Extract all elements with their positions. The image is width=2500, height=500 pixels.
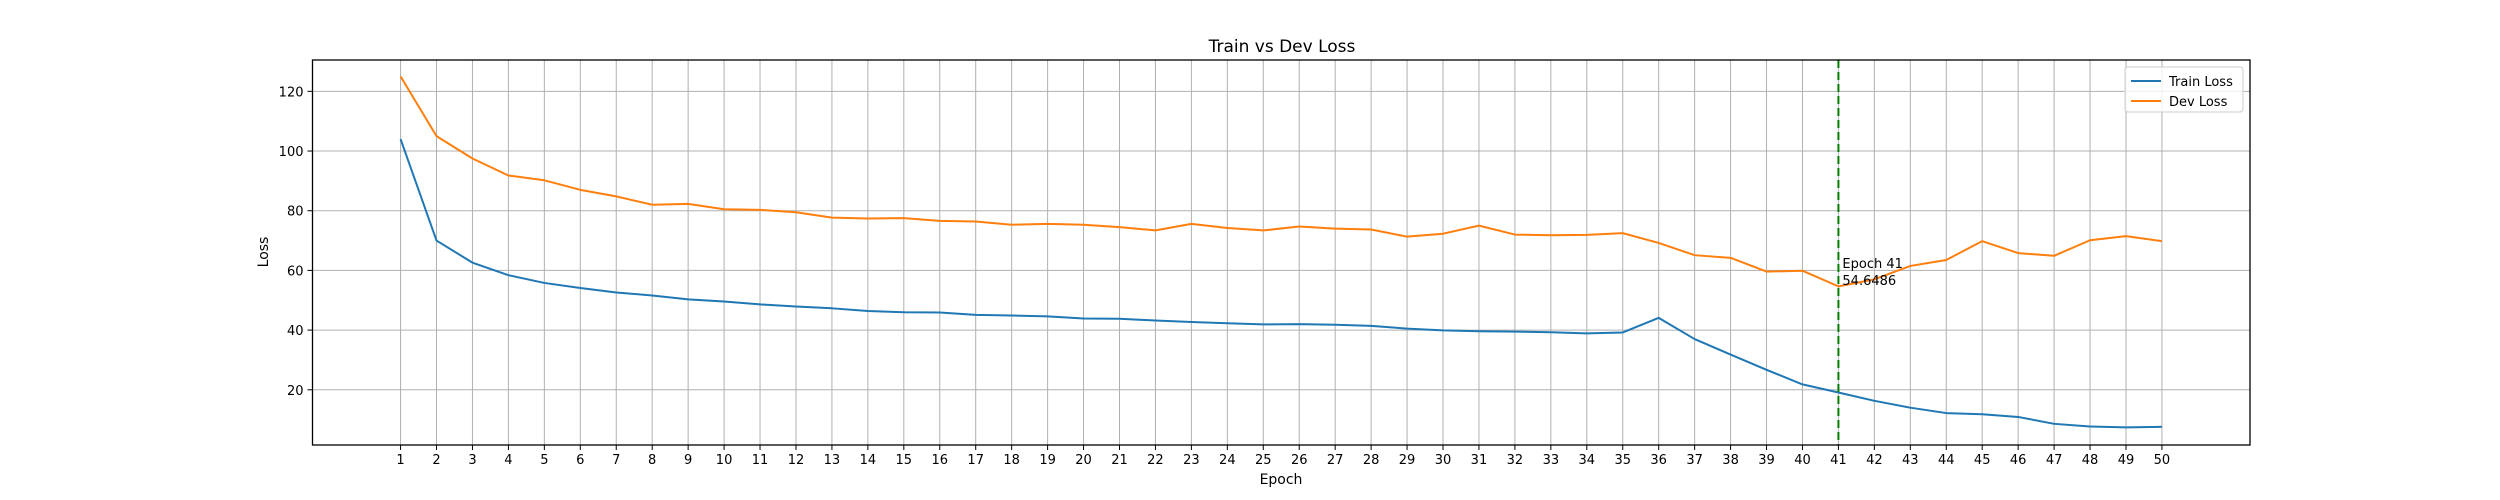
x-tick-label: 16: [931, 453, 948, 468]
train-loss-line: [399, 138, 2162, 429]
x-tick-label: 22: [1147, 453, 1164, 468]
x-tick-label: 24: [1219, 453, 1236, 468]
x-tick-label: 4: [504, 453, 512, 468]
x-tick-label: 43: [1902, 453, 1919, 468]
dev-loss-line: [399, 75, 2163, 288]
best-epoch-value: 54.6486: [1842, 274, 1896, 289]
x-tick-label: 29: [1399, 453, 1416, 468]
x-tick-label: 18: [1003, 453, 1020, 468]
x-tick-label: 40: [1794, 453, 1811, 468]
x-tick-label: 17: [967, 453, 984, 468]
x-tick-label: 26: [1291, 453, 1308, 468]
series-lines: [399, 75, 2163, 429]
x-axis: 1 2 3 4 5 6 7 8 9 10 11 12 13 14 15 16 17 18 19 20 21 22 23 24 2…: [396, 445, 2170, 468]
x-tick-label: 35: [1614, 453, 1631, 468]
x-tick-label: 14: [860, 453, 877, 468]
plot-frame: [311, 59, 2251, 446]
legend-label: Train Loss: [2168, 75, 2233, 90]
x-tick-label: 49: [2118, 453, 2135, 468]
y-tick-label: 40: [287, 324, 304, 339]
x-tick-label: 39: [1758, 453, 1775, 468]
x-tick-label: 21: [1111, 453, 1128, 468]
x-tick-label: 33: [1543, 453, 1560, 468]
y-tick-label: 80: [287, 205, 304, 220]
x-tick-label: 41: [1830, 453, 1847, 468]
grid: [312, 60, 2250, 445]
x-tick-label: 48: [2082, 453, 2099, 468]
x-tick-label: 12: [788, 453, 805, 468]
x-tick-label: 36: [1650, 453, 1667, 468]
x-tick-label: 45: [1974, 453, 1991, 468]
x-tick-label: 10: [716, 453, 733, 468]
x-tick-label: 3: [468, 453, 476, 468]
legend-label: Dev Loss: [2169, 95, 2228, 110]
x-tick-label: 47: [2046, 453, 2063, 468]
x-tick-label: 30: [1435, 453, 1452, 468]
y-tick-label: 100: [279, 145, 304, 160]
x-tick-label: 2: [432, 453, 440, 468]
x-tick-label: 9: [684, 453, 692, 468]
best-epoch-marker: Epoch 41 54.6486: [1837, 60, 1903, 445]
x-tick-label: 37: [1686, 453, 1703, 468]
x-tick-label: 44: [1938, 453, 1955, 468]
x-tick-label: 28: [1363, 453, 1380, 468]
x-tick-label: 1: [396, 453, 404, 468]
x-tick-label: 20: [1075, 453, 1092, 468]
legend: Train Loss Dev Loss: [2124, 66, 2244, 113]
y-tick-label: 20: [287, 384, 304, 399]
x-tick-label: 15: [896, 453, 913, 468]
x-tick-label: 7: [612, 453, 620, 468]
x-tick-label: 38: [1722, 453, 1739, 468]
x-tick-label: 27: [1327, 453, 1344, 468]
x-tick-label: 50: [2154, 453, 2171, 468]
y-axis-label: Loss: [256, 237, 272, 268]
x-tick-label: 34: [1579, 453, 1596, 468]
best-epoch-label: Epoch 41: [1842, 257, 1902, 272]
x-tick-label: 8: [648, 453, 656, 468]
x-tick-label: 25: [1255, 453, 1272, 468]
x-tick-label: 13: [824, 453, 841, 468]
x-tick-label: 6: [576, 453, 584, 468]
y-tick-label: 60: [287, 264, 304, 279]
x-tick-label: 46: [2010, 453, 2027, 468]
y-axis: 20 40 60 80 100 120: [279, 85, 313, 399]
x-axis-label: Epoch: [1260, 472, 1303, 488]
y-tick-label: 120: [279, 85, 304, 100]
chart-title: Train vs Dev Loss: [1208, 37, 1356, 57]
x-tick-label: 23: [1183, 453, 1200, 468]
x-tick-label: 5: [540, 453, 548, 468]
x-tick-label: 11: [752, 453, 769, 468]
x-tick-label: 32: [1507, 453, 1524, 468]
x-tick-label: 19: [1039, 453, 1056, 468]
x-tick-label: 42: [1866, 453, 1883, 468]
x-tick-label: 31: [1471, 453, 1488, 468]
